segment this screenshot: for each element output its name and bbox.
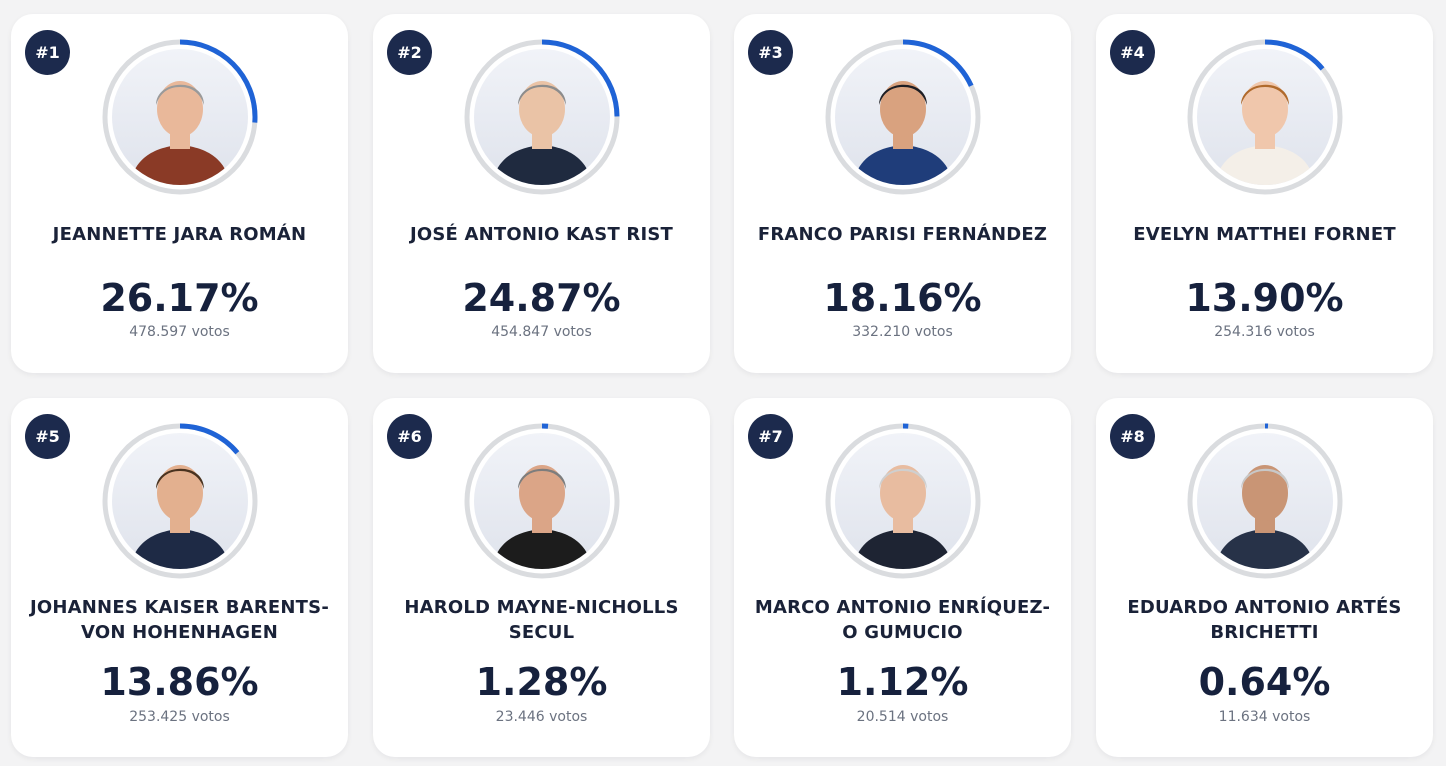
ring-progress bbox=[464, 39, 620, 195]
vote-percentage: 1.28% bbox=[475, 660, 608, 704]
avatar bbox=[463, 38, 621, 196]
vote-share-ring bbox=[825, 39, 981, 195]
person-silhouette-icon bbox=[492, 465, 592, 569]
candidate-card[interactable]: #7 MARCO ANTONIO ENRÍQUEZ-O GUMUCIO 1.12… bbox=[734, 398, 1071, 757]
person-silhouette-icon bbox=[1215, 81, 1315, 185]
rank-badge: #5 bbox=[25, 414, 70, 459]
candidate-portrait-icon bbox=[112, 49, 248, 185]
avatar bbox=[101, 422, 259, 580]
person-silhouette-icon bbox=[853, 81, 953, 185]
candidate-card[interactable]: #8 EDUARDO ANTONIO ARTÉS BRICHETTI 0.64%… bbox=[1096, 398, 1433, 757]
vote-count: 332.210 votos bbox=[852, 324, 953, 340]
vote-percentage: 0.64% bbox=[1198, 660, 1331, 704]
candidate-portrait-icon bbox=[474, 433, 610, 569]
vote-percentage: 24.87% bbox=[462, 276, 621, 320]
rank-badge: #8 bbox=[1110, 414, 1155, 459]
rank-badge: #4 bbox=[1110, 30, 1155, 75]
candidate-name: JOSÉ ANTONIO KAST RIST bbox=[409, 224, 674, 245]
person-silhouette-icon bbox=[130, 465, 230, 569]
vote-count: 254.316 votos bbox=[1214, 324, 1315, 340]
vote-count: 11.634 votos bbox=[1218, 709, 1311, 725]
person-silhouette-icon bbox=[853, 465, 953, 569]
candidate-portrait-icon bbox=[1197, 49, 1333, 185]
candidate-name: FRANCO PARISI FERNÁNDEZ bbox=[757, 224, 1048, 245]
candidate-portrait-icon bbox=[835, 433, 971, 569]
candidate-card[interactable]: #1 JEANNETTE JARA ROMÁN 26.17% 478.597 v… bbox=[11, 14, 348, 373]
avatar bbox=[463, 422, 621, 580]
vote-percentage: 13.90% bbox=[1185, 276, 1344, 320]
person-silhouette-icon bbox=[492, 81, 592, 185]
candidate-name: EDUARDO ANTONIO ARTÉS BRICHETTI bbox=[1127, 597, 1402, 643]
candidate-name: EVELYN MATTHEI FORNET bbox=[1133, 224, 1396, 245]
avatar bbox=[824, 38, 982, 196]
person-silhouette-icon bbox=[130, 81, 230, 185]
avatar bbox=[824, 422, 982, 580]
ring-progress bbox=[464, 423, 620, 579]
ring-progress bbox=[825, 423, 981, 579]
vote-count: 20.514 votos bbox=[856, 709, 949, 725]
person-silhouette-icon bbox=[1215, 465, 1315, 569]
candidate-portrait-icon bbox=[474, 49, 610, 185]
vote-share-ring bbox=[1187, 423, 1343, 579]
candidate-portrait-icon bbox=[112, 433, 248, 569]
vote-count: 454.847 votos bbox=[491, 324, 592, 340]
ring-progress bbox=[102, 39, 258, 195]
avatar bbox=[1186, 422, 1344, 580]
rank-badge: #3 bbox=[748, 30, 793, 75]
ring-progress bbox=[1187, 39, 1343, 195]
vote-percentage: 13.86% bbox=[100, 660, 259, 704]
candidate-card[interactable]: #6 HAROLD MAYNE-NICHOLLS SECUL 1.28% 23.… bbox=[373, 398, 710, 757]
rank-badge: #6 bbox=[387, 414, 432, 459]
ring-progress bbox=[102, 423, 258, 579]
candidate-card[interactable]: #3 FRANCO PARISI FERNÁNDEZ 18.16% 332.21… bbox=[734, 14, 1071, 373]
vote-count: 253.425 votos bbox=[129, 709, 230, 725]
rank-badge: #2 bbox=[387, 30, 432, 75]
ring-progress bbox=[1187, 423, 1343, 579]
avatar bbox=[101, 38, 259, 196]
candidate-name: JOHANNES KAISER BARENTS-VON HOHENHAGEN bbox=[30, 597, 329, 643]
ring-progress bbox=[825, 39, 981, 195]
vote-share-ring bbox=[464, 39, 620, 195]
candidate-name: HAROLD MAYNE-NICHOLLS SECUL bbox=[404, 597, 679, 643]
rank-badge: #1 bbox=[25, 30, 70, 75]
vote-percentage: 26.17% bbox=[100, 276, 259, 320]
vote-count: 478.597 votos bbox=[129, 324, 230, 340]
candidate-card[interactable]: #5 JOHANNES KAISER BARENTS-VON HOHENHAGE… bbox=[11, 398, 348, 757]
rank-badge: #7 bbox=[748, 414, 793, 459]
candidate-portrait-icon bbox=[1197, 433, 1333, 569]
candidate-card[interactable]: #4 EVELYN MATTHEI FORNET 13.90% 254.316 … bbox=[1096, 14, 1433, 373]
candidate-card[interactable]: #2 JOSÉ ANTONIO KAST RIST 24.87% 454.847… bbox=[373, 14, 710, 373]
vote-percentage: 1.12% bbox=[836, 660, 969, 704]
vote-share-ring bbox=[825, 423, 981, 579]
avatar bbox=[1186, 38, 1344, 196]
candidate-name: JEANNETTE JARA ROMÁN bbox=[52, 224, 307, 245]
vote-percentage: 18.16% bbox=[823, 276, 982, 320]
vote-share-ring bbox=[102, 423, 258, 579]
vote-share-ring bbox=[102, 39, 258, 195]
vote-share-ring bbox=[464, 423, 620, 579]
candidate-name: MARCO ANTONIO ENRÍQUEZ-O GUMUCIO bbox=[754, 597, 1051, 643]
vote-share-ring bbox=[1187, 39, 1343, 195]
candidate-portrait-icon bbox=[835, 49, 971, 185]
vote-count: 23.446 votos bbox=[495, 709, 588, 725]
